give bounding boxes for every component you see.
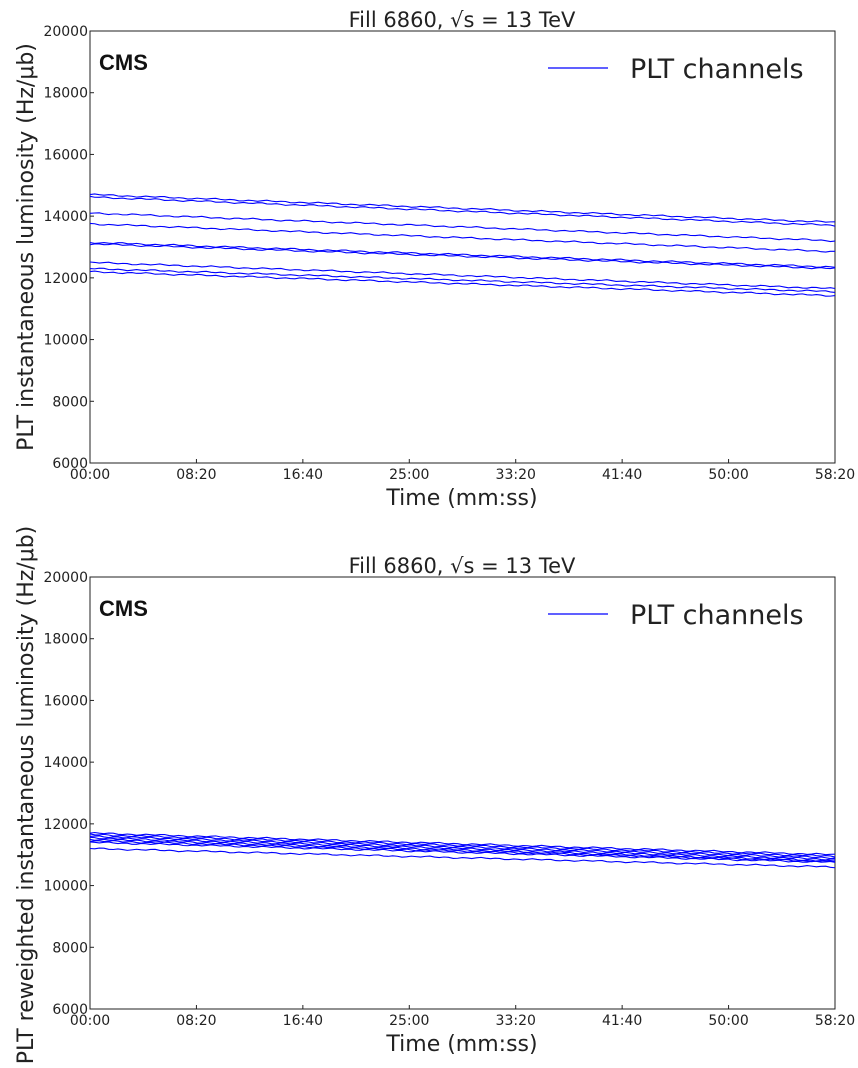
bottom-x-tick-label: 16:40 bbox=[283, 1013, 323, 1029]
bottom-y-tick-label: 14000 bbox=[43, 755, 88, 771]
bottom-cms-label: CMS bbox=[99, 596, 148, 621]
top-x-tick-label: 33:20 bbox=[496, 467, 536, 483]
top-x-axis-label: Time (mm:ss) bbox=[385, 486, 537, 511]
bottom-series-line-8 bbox=[89, 847, 836, 869]
top-plot-frame bbox=[89, 30, 836, 464]
top-x-tick-label: 41:40 bbox=[602, 467, 642, 483]
top-series-line-8 bbox=[89, 267, 836, 293]
bottom-x-tick-label: 08:20 bbox=[176, 1013, 216, 1029]
bottom-y-tick-label: 18000 bbox=[43, 632, 88, 648]
top-x-ticks: 00:00 08:20 16:40 25:00 33:20 41:40 50:00 58:20 bbox=[70, 459, 855, 483]
top-series-line-5 bbox=[89, 241, 836, 268]
bottom-series-line-4 bbox=[89, 836, 836, 861]
bottom-chart-title: Fill 6860, √s = 13 TeV bbox=[349, 554, 576, 578]
bottom-series-line-1 bbox=[89, 831, 836, 856]
top-legend-label: PLT channels bbox=[630, 54, 804, 85]
top-x-tick-label: 25:00 bbox=[389, 467, 429, 483]
bottom-x-ticks: 00:00 08:20 16:40 25:00 33:20 41:40 50:00 58:20 bbox=[70, 1005, 855, 1029]
top-x-tick-label: 08:20 bbox=[176, 467, 216, 483]
top-series-line-1 bbox=[89, 193, 836, 223]
bottom-x-tick-label: 58:20 bbox=[815, 1013, 855, 1029]
bottom-y-tick-label: 6000 bbox=[52, 1002, 88, 1018]
bottom-y-tick-label: 12000 bbox=[43, 817, 88, 833]
top-series-line-4 bbox=[89, 222, 836, 253]
top-y-tick-label: 6000 bbox=[52, 456, 88, 472]
top-y-tick-label: 12000 bbox=[43, 271, 88, 287]
top-y-tick-label: 10000 bbox=[43, 333, 88, 349]
top-series-line-6 bbox=[89, 243, 836, 270]
bottom-y-tick-label: 8000 bbox=[52, 940, 88, 956]
top-series-layer bbox=[89, 193, 836, 297]
top-x-tick-label: 50:00 bbox=[708, 467, 748, 483]
top-chart-title: Fill 6860, √s = 13 TeV bbox=[349, 8, 576, 32]
bottom-y-ticks: 6000 8000 10000 12000 14000 16000 18000 20000 bbox=[43, 570, 94, 1018]
bottom-series-line-7 bbox=[89, 841, 836, 863]
top-series-line-3 bbox=[89, 212, 836, 243]
bottom-y-axis-label: PLT reweighted instantaneous luminosity … bbox=[14, 526, 39, 1065]
bottom-legend-label: PLT channels bbox=[630, 600, 804, 631]
bottom-series-layer bbox=[89, 831, 836, 869]
bottom-plot-frame bbox=[89, 576, 836, 1010]
top-x-tick-label: 00:00 bbox=[70, 467, 110, 483]
top-x-tick-label: 16:40 bbox=[283, 467, 323, 483]
bottom-y-tick-label: 16000 bbox=[43, 693, 88, 709]
bottom-x-tick-label: 50:00 bbox=[708, 1013, 748, 1029]
bottom-series-line-2 bbox=[89, 833, 836, 858]
top-cms-label: CMS bbox=[99, 50, 148, 75]
top-x-tick-label: 58:20 bbox=[815, 467, 855, 483]
top-series-line-2 bbox=[89, 195, 836, 227]
top-panel: Fill 6860, √s = 13 TeV CMS PLT channels … bbox=[14, 8, 855, 511]
top-y-axis-label: PLT instantaneous luminosity (Hz/μb) bbox=[14, 43, 39, 451]
top-y-tick-label: 8000 bbox=[52, 394, 88, 410]
bottom-x-tick-label: 33:20 bbox=[496, 1013, 536, 1029]
top-series-line-7 bbox=[89, 261, 836, 290]
bottom-y-tick-label: 20000 bbox=[43, 570, 88, 586]
bottom-series-line-3 bbox=[89, 835, 836, 860]
bottom-x-tick-label: 25:00 bbox=[389, 1013, 429, 1029]
bottom-y-tick-label: 10000 bbox=[43, 879, 88, 895]
top-y-tick-label: 18000 bbox=[43, 86, 88, 102]
top-y-ticks: 6000 8000 10000 12000 14000 16000 18000 20000 bbox=[43, 24, 94, 472]
bottom-panel: Fill 6860, √s = 13 TeV CMS PLT channels … bbox=[14, 526, 855, 1065]
top-series-line-9 bbox=[89, 270, 836, 297]
bottom-x-tick-label: 00:00 bbox=[70, 1013, 110, 1029]
top-y-tick-label: 20000 bbox=[43, 24, 88, 40]
top-y-tick-label: 14000 bbox=[43, 209, 88, 225]
bottom-x-tick-label: 41:40 bbox=[602, 1013, 642, 1029]
bottom-x-axis-label: Time (mm:ss) bbox=[385, 1032, 537, 1057]
top-y-tick-label: 16000 bbox=[43, 147, 88, 163]
